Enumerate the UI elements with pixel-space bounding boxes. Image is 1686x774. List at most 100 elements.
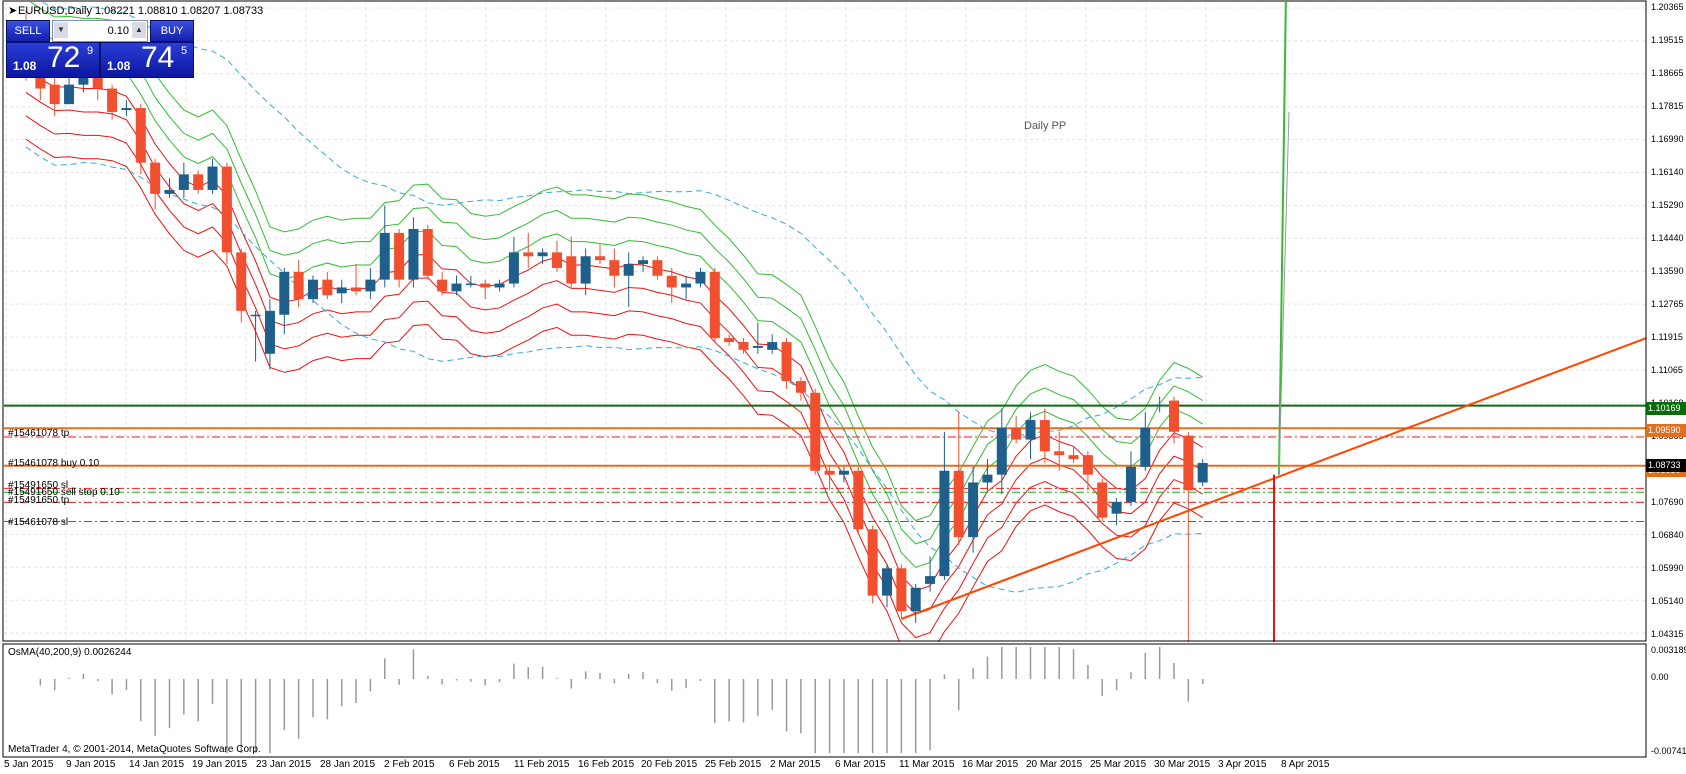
time-axis-label: 8 Apr 2015 [1281, 759, 1330, 770]
sell-button[interactable]: SELL [6, 20, 50, 42]
candle-body [968, 482, 979, 538]
candle-body [996, 427, 1007, 475]
osc-title: OsMA(40,200,9) 0.0026244 [8, 647, 132, 658]
time-axis-label: 14 Jan 2015 [129, 759, 185, 770]
ask-price-pips: 74 [141, 41, 175, 74]
lot-increase-icon[interactable]: ▲ [132, 22, 146, 38]
candle-body [1169, 400, 1179, 432]
time-axis-label: 2 Mar 2015 [770, 759, 821, 770]
order-label[interactable]: #15491650 tp [8, 495, 70, 506]
price-chart[interactable] [4, 2, 1646, 642]
candle-body [279, 271, 290, 315]
candle-body [1140, 427, 1151, 467]
candle-body [551, 252, 562, 268]
candle-body [566, 256, 577, 284]
osc-axis-label: 0.003189 [1651, 645, 1686, 655]
price-axis-label: 1.15290 [1651, 200, 1684, 210]
lot-decrease-icon[interactable]: ▼ [54, 22, 68, 38]
bid-price-box[interactable]: 1.08 72 9 [6, 41, 100, 78]
time-axis-label: 6 Mar 2015 [835, 759, 886, 770]
time-axis-label: 28 Jan 2015 [320, 759, 376, 770]
time-axis-label: 20 Feb 2015 [641, 759, 698, 770]
candle-body [293, 271, 304, 300]
price-axis-label: 1.16990 [1651, 134, 1684, 144]
candle-body [537, 252, 548, 257]
candle-body [49, 84, 60, 105]
candle-body [64, 84, 75, 105]
order-label[interactable]: #15461078 buy 0.10 [8, 458, 100, 469]
price-axis-label: 1.11065 [1651, 365, 1683, 375]
price-axis-label: 1.20365 [1651, 2, 1684, 12]
osma-panel[interactable] [4, 645, 1646, 757]
price-axis-label: 1.12765 [1651, 299, 1684, 309]
candle-body [896, 568, 907, 612]
candle-body [1097, 482, 1108, 518]
osc-axis-label: 0.00 [1651, 672, 1669, 682]
candle-body [1054, 451, 1065, 456]
candle-body [336, 287, 347, 294]
candle-body [394, 232, 405, 280]
candle-body [221, 166, 232, 253]
candle-body [437, 279, 448, 292]
order-label[interactable]: #15491650 sl [8, 480, 69, 491]
candle-body [207, 166, 218, 190]
chart-title-text: EURUSD,Daily 1.08221 1.08810 1.08207 1.0… [18, 5, 264, 17]
price-tag: 1.09590 [1646, 424, 1686, 437]
ask-price-box[interactable]: 1.08 74 5 [100, 41, 194, 78]
order-label[interactable]: #15491650 sell stop 0.10 [8, 487, 120, 498]
candle-body [135, 108, 146, 163]
envelope-upper-line [41, 2, 1203, 437]
candle-body [164, 189, 175, 194]
candle-body [150, 162, 161, 194]
candle-body [853, 470, 864, 530]
time-axis-label: 25 Mar 2015 [1090, 759, 1147, 770]
candle-body [379, 232, 390, 280]
price-tag: 1.10169 [1646, 402, 1686, 415]
upper-band-line [25, 21, 1203, 545]
price-axis-label: 1.11915 [1651, 332, 1683, 342]
spike-line [1278, 111, 1290, 475]
lot-size-input[interactable] [71, 21, 129, 41]
price-axis-label: 1.16140 [1651, 167, 1684, 177]
candle-body [781, 342, 792, 382]
candle-body [795, 381, 806, 393]
candle-body [351, 287, 362, 292]
copyright-text: MetaTrader 4, © 2001-2014, MetaQuotes So… [8, 744, 261, 755]
time-axis-label: 19 Jan 2015 [192, 759, 248, 770]
price-axis-label: 1.04315 [1651, 629, 1684, 639]
candle-body [236, 252, 247, 311]
time-axis-label: 2 Feb 2015 [384, 759, 435, 770]
lot-size-stepper[interactable]: ▼ ▲ [52, 20, 148, 42]
buy-button[interactable]: BUY [150, 20, 194, 42]
candle-body [939, 470, 950, 577]
time-axis-label: 16 Feb 2015 [578, 759, 635, 770]
candle-body [982, 474, 993, 483]
osc-axis-label: -0.007414 [1651, 746, 1686, 756]
ask-price-point: 5 [181, 45, 188, 57]
order-label[interactable]: #15461078 sl [8, 517, 69, 528]
time-axis-label: 30 Mar 2015 [1154, 759, 1211, 770]
order-label[interactable]: #15461078 tp [8, 428, 70, 439]
candle-body [824, 470, 835, 475]
time-axis-label: 11 Mar 2015 [899, 759, 955, 770]
chart-title: ➤EURUSD,Daily 1.08221 1.08810 1.08207 1.… [8, 4, 263, 17]
time-axis-label: 6 Feb 2015 [449, 759, 500, 770]
candle-body [580, 256, 591, 284]
candle-body [523, 252, 534, 257]
time-axis-label: 25 Feb 2015 [705, 759, 762, 770]
candle-body [1111, 501, 1122, 514]
price-axis-label: 1.19515 [1651, 35, 1684, 45]
candle-body [494, 283, 505, 288]
price-axis-label: 1.13590 [1651, 266, 1684, 276]
candle-body [623, 264, 634, 276]
time-axis-label: 16 Mar 2015 [962, 759, 1019, 770]
candle-body [193, 174, 204, 190]
candle-body [724, 338, 735, 343]
candle-body [910, 587, 921, 612]
bid-price-pips: 72 [47, 41, 81, 74]
price-axis-label: 1.14440 [1651, 233, 1684, 243]
candle-body [308, 279, 318, 300]
candle-body [508, 252, 519, 284]
